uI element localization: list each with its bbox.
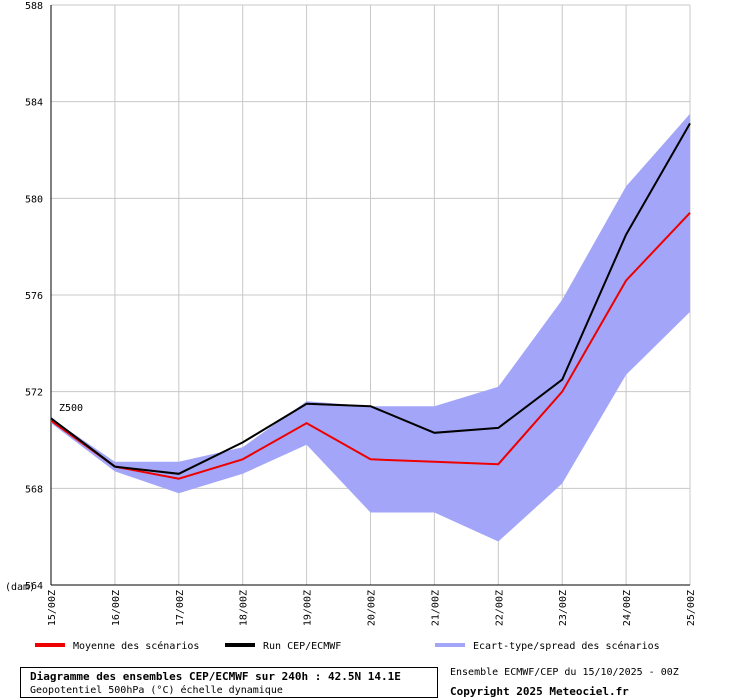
x-tick-labels: 15/00Z 16/00Z 17/00Z 18/00Z 19/00Z 20/00Z 21/0…: [47, 590, 697, 626]
legend-item-run: Run CEP/ECMWF: [225, 640, 341, 654]
x-tick-label: 16/00Z: [111, 590, 122, 626]
run-info: Ensemble ECMWF/CEP du 15/10/2025 - 00Z: [450, 667, 679, 678]
footer-title: Diagramme des ensembles CEP/ECMWF sur 24…: [30, 670, 401, 683]
x-tick-label: 25/00Z: [686, 590, 697, 626]
legend-label-run: Run CEP/ECMWF: [263, 641, 342, 652]
legend: Moyenne des scénarios Run CEP/ECMWF Ecar…: [0, 640, 740, 656]
y-tick-label: 564: [25, 581, 43, 592]
y-tick-label: 572: [25, 388, 43, 399]
y-tick-label: 588: [25, 1, 43, 12]
footer-right: Ensemble ECMWF/CEP du 15/10/2025 - 00Z C…: [450, 666, 735, 700]
x-tick-label: 17/00Z: [175, 590, 186, 626]
legend-swatch-spread: [435, 643, 465, 647]
y-axis-label: (dam): [5, 582, 35, 593]
footer-subtitle: Geopotentiel 500hPa (°C) échelle dynamiq…: [30, 685, 283, 696]
copyright: Copyright 2025 Meteociel.fr: [450, 685, 629, 698]
x-tick-label: 18/00Z: [239, 590, 250, 626]
legend-item-mean: Moyenne des scénarios: [35, 640, 199, 654]
y-tick-label: 580: [25, 194, 43, 205]
ensemble-chart: 564 568 572 576 580 584 588 15/00Z 16/00Z 17/00Z…: [5, 1, 697, 626]
z500-annotation: Z500: [59, 403, 83, 414]
mean-line: [50, 212, 691, 480]
spread-area: [51, 113, 690, 542]
y-tick-label: 584: [25, 98, 43, 109]
y-tick-labels: 564 568 572 576 580 584 588: [25, 1, 43, 592]
run-line: [50, 122, 691, 475]
x-tick-label: 15/00Z: [47, 590, 58, 626]
legend-swatch-run: [225, 643, 255, 647]
legend-label-spread: Ecart-type/spread des scénarios: [473, 641, 660, 652]
x-tick-label: 21/00Z: [430, 590, 441, 626]
legend-label-mean: Moyenne des scénarios: [73, 641, 200, 652]
legend-item-spread: Ecart-type/spread des scénarios: [435, 640, 660, 654]
x-tick-label: 22/00Z: [494, 590, 505, 626]
x-tick-label: 23/00Z: [558, 590, 569, 626]
x-tick-label: 24/00Z: [622, 590, 633, 626]
x-tick-label: 20/00Z: [367, 590, 378, 626]
legend-swatch-mean: [35, 643, 65, 647]
y-tick-label: 568: [25, 484, 43, 495]
y-tick-label: 576: [25, 291, 43, 302]
x-tick-label: 19/00Z: [303, 590, 314, 626]
footer-info-box: Diagramme des ensembles CEP/ECMWF sur 24…: [20, 667, 438, 698]
